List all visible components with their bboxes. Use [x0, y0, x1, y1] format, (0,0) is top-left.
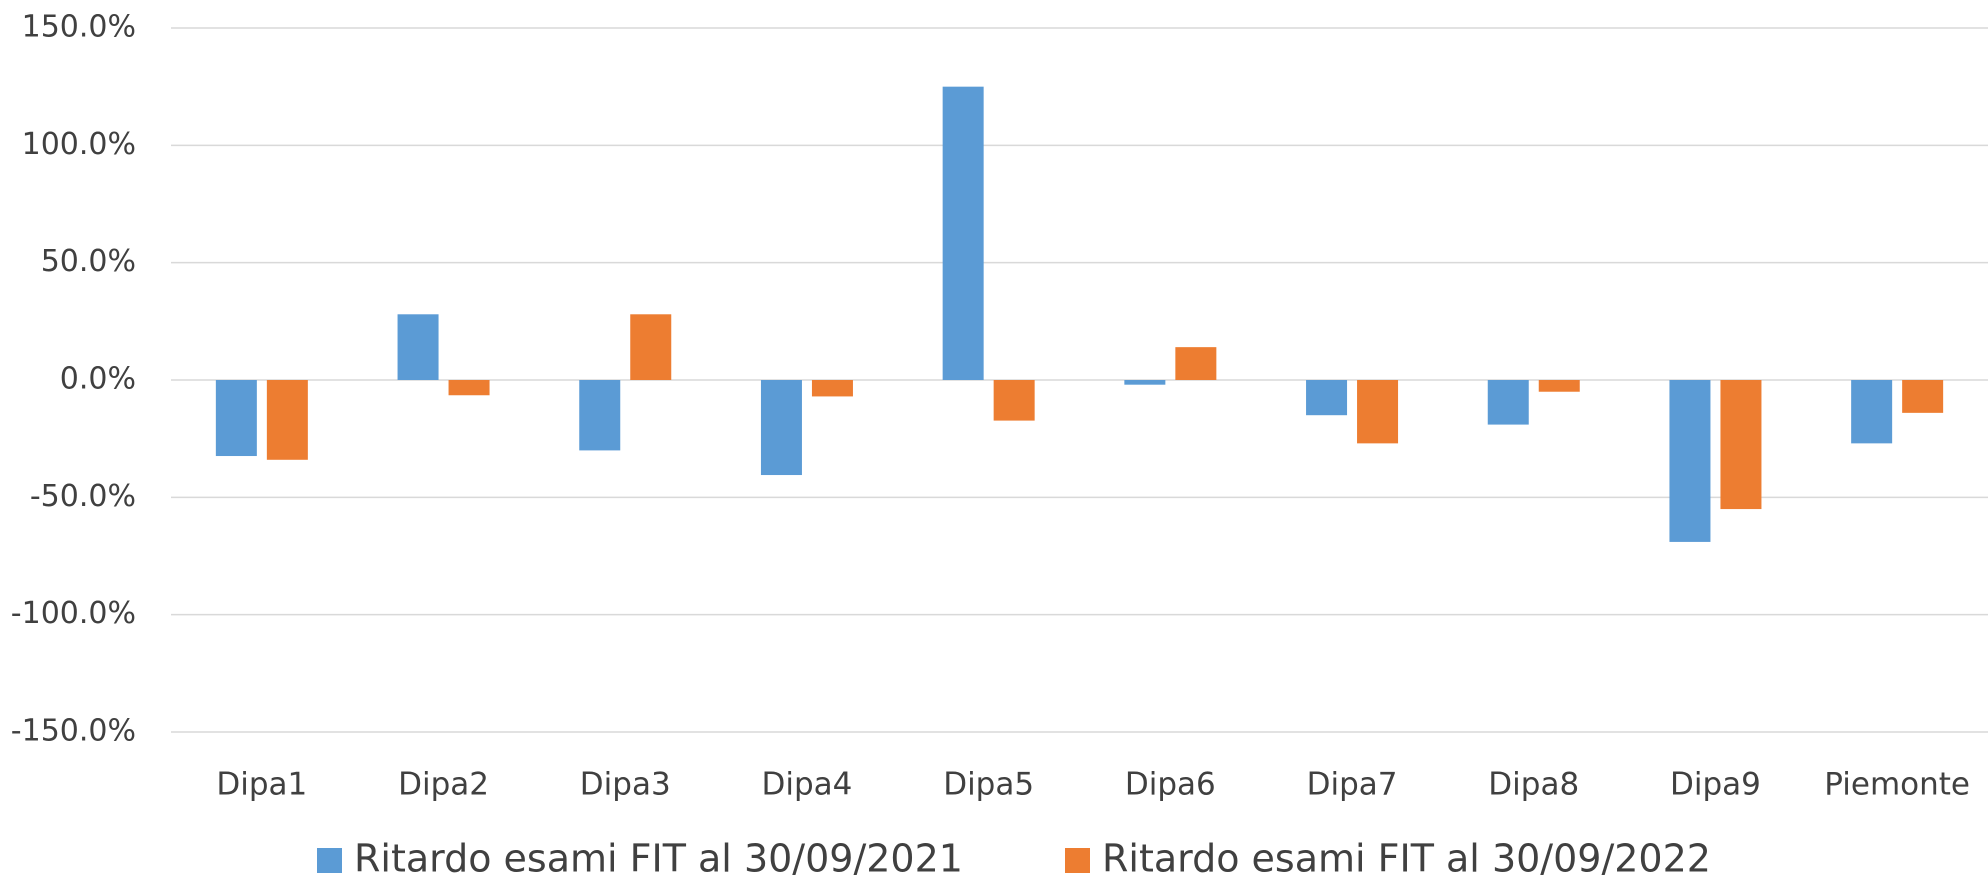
x-tick-label: Dipa2 — [398, 767, 489, 803]
bar — [1669, 380, 1711, 542]
bar — [1124, 380, 1166, 385]
bar — [811, 380, 853, 397]
bar — [266, 380, 308, 460]
legend-label: Ritardo esami FIT al 30/09/2022 — [1102, 837, 1711, 880]
bar — [1851, 380, 1893, 444]
y-tick-label: 100.0% — [22, 127, 136, 162]
y-tick-label: -100.0% — [11, 596, 136, 631]
bar — [1357, 380, 1399, 444]
legend-label: Ritardo esami FIT al 30/09/2021 — [354, 837, 963, 880]
bar — [448, 380, 490, 396]
y-tick-label: 50.0% — [41, 244, 136, 279]
bar — [1720, 380, 1762, 510]
x-tick-label: Dipa5 — [943, 767, 1034, 803]
bar — [1538, 380, 1580, 392]
x-tick-label: Dipa8 — [1488, 767, 1579, 803]
bar — [1306, 380, 1348, 416]
x-tick-label: Dipa9 — [1670, 767, 1761, 803]
y-tick-label: 0.0% — [60, 362, 136, 397]
bar — [1487, 380, 1529, 425]
legend-swatch — [317, 848, 342, 873]
bar — [760, 380, 802, 476]
bar — [1902, 380, 1944, 413]
x-tick-label: Piemonte — [1824, 767, 1970, 803]
y-tick-label: -50.0% — [30, 479, 136, 514]
bar — [993, 380, 1035, 421]
bar — [1175, 347, 1217, 380]
bar — [397, 314, 439, 380]
y-tick-label: 150.0% — [22, 10, 136, 45]
x-tick-label: Dipa1 — [216, 767, 307, 803]
x-tick-label: Dipa7 — [1307, 767, 1398, 803]
bar — [630, 314, 672, 380]
x-tick-label: Dipa3 — [580, 767, 671, 803]
bar — [579, 380, 621, 451]
x-tick-label: Dipa4 — [762, 767, 853, 803]
x-tick-label: Dipa6 — [1125, 767, 1216, 803]
legend-swatch — [1065, 848, 1090, 873]
bar — [215, 380, 257, 457]
y-tick-label: -150.0% — [11, 714, 136, 749]
bar — [942, 86, 984, 381]
